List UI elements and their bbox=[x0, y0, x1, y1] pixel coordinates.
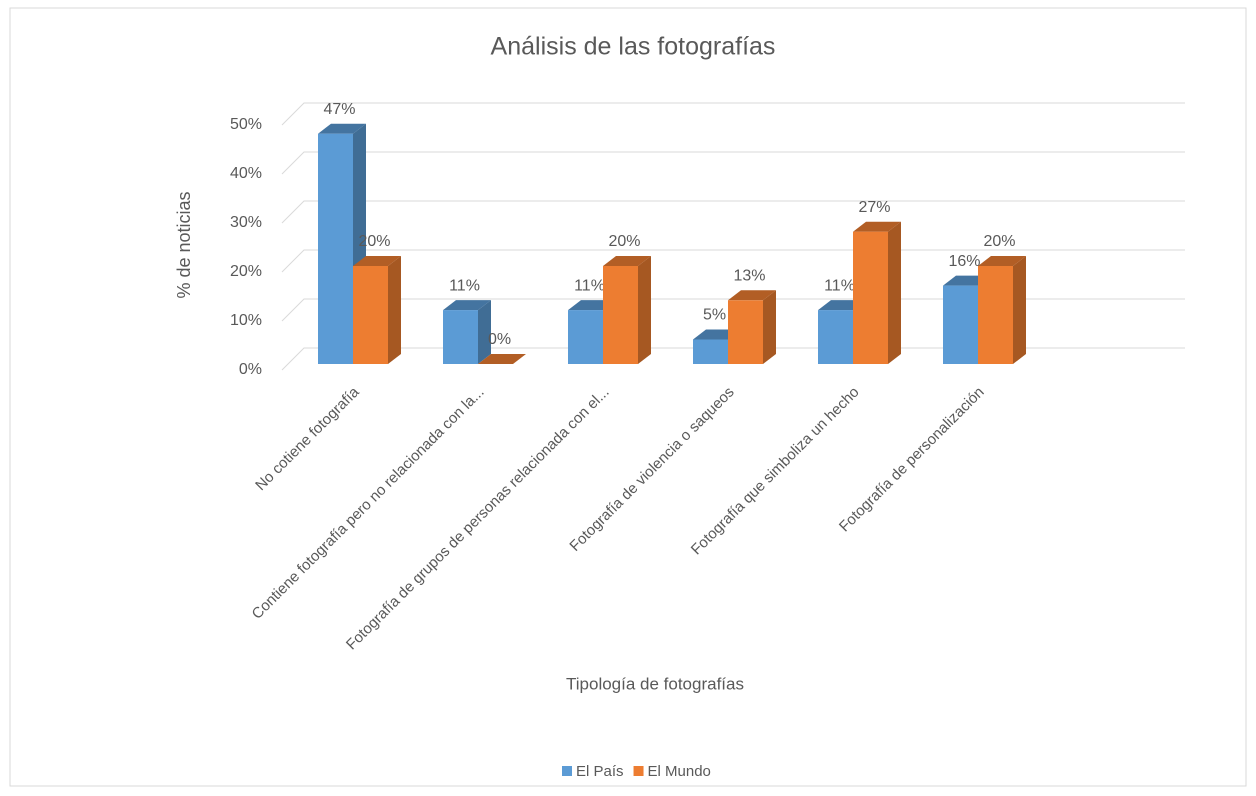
y-tick-label: 10% bbox=[230, 312, 262, 329]
bar-face bbox=[353, 266, 388, 364]
bar-face bbox=[388, 256, 401, 364]
bar bbox=[978, 256, 1026, 364]
data-label: 0% bbox=[488, 331, 511, 348]
bar-face bbox=[853, 231, 888, 364]
data-label: 20% bbox=[608, 233, 640, 250]
bar-face bbox=[318, 133, 353, 364]
y-tick-label: 20% bbox=[230, 263, 262, 280]
bar bbox=[353, 256, 401, 364]
bar bbox=[478, 354, 526, 364]
bar-face bbox=[353, 256, 401, 266]
bar bbox=[318, 123, 366, 364]
bar bbox=[603, 256, 651, 364]
bar-face bbox=[728, 300, 763, 364]
bar-face bbox=[943, 285, 978, 364]
bar-face bbox=[603, 256, 651, 266]
bar-face bbox=[603, 266, 638, 364]
bar bbox=[728, 290, 776, 364]
grid-line bbox=[281, 102, 1185, 126]
bar-face bbox=[318, 123, 366, 134]
bar-face bbox=[978, 266, 1013, 364]
legend-label: El País bbox=[576, 763, 624, 780]
bar-face bbox=[638, 256, 651, 364]
legend-swatch bbox=[633, 766, 644, 776]
y-tick-label: 40% bbox=[230, 165, 262, 182]
y-axis-title: % de noticias bbox=[174, 191, 194, 298]
data-label: 27% bbox=[858, 199, 890, 216]
bar bbox=[853, 221, 901, 364]
chart-title: Análisis de las fotografías bbox=[491, 33, 776, 61]
bar-face bbox=[853, 221, 901, 232]
data-label: 5% bbox=[703, 307, 726, 324]
bar-face bbox=[763, 290, 776, 364]
bar-face bbox=[888, 221, 901, 364]
x-axis-title: Tipología de fotografías bbox=[566, 674, 744, 693]
grid-line bbox=[281, 200, 1185, 224]
bar-face bbox=[478, 300, 491, 364]
y-tick-label: 30% bbox=[230, 214, 262, 231]
data-label: 20% bbox=[983, 233, 1015, 250]
bar-face bbox=[443, 310, 478, 364]
bar bbox=[443, 300, 491, 364]
data-label: 47% bbox=[323, 101, 355, 118]
chart-border bbox=[9, 7, 1247, 787]
bar-face bbox=[693, 339, 728, 364]
data-label: 13% bbox=[733, 268, 765, 285]
y-tick-label: 50% bbox=[230, 116, 262, 133]
bar-face bbox=[818, 310, 853, 364]
data-label: 20% bbox=[358, 233, 390, 250]
data-label: 11% bbox=[824, 277, 855, 294]
data-label: 16% bbox=[948, 253, 980, 270]
bar-face bbox=[568, 310, 603, 364]
legend-swatch bbox=[562, 766, 572, 776]
grid-line bbox=[281, 151, 1185, 175]
y-tick-label: 0% bbox=[239, 361, 262, 378]
bar-face bbox=[478, 354, 526, 364]
data-label: 11% bbox=[449, 277, 480, 294]
data-label: 11% bbox=[574, 277, 605, 294]
bar-face bbox=[443, 300, 491, 311]
bar-face bbox=[1013, 256, 1026, 364]
bar-face bbox=[728, 290, 776, 301]
legend-label: El Mundo bbox=[648, 763, 711, 780]
bar-face bbox=[978, 256, 1026, 266]
